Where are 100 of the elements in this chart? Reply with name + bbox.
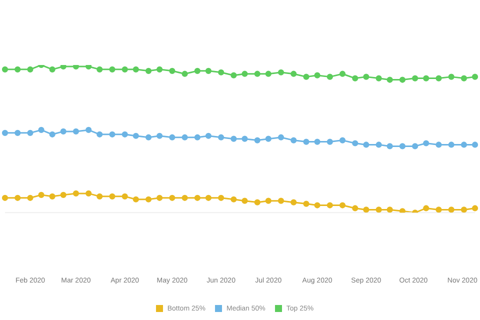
point — [278, 69, 284, 76]
point — [242, 136, 248, 142]
point — [376, 75, 382, 82]
point — [132, 196, 139, 202]
point — [72, 190, 80, 197]
point — [218, 69, 224, 76]
point — [122, 66, 128, 72]
point — [218, 134, 224, 140]
point — [2, 66, 8, 72]
point — [254, 70, 260, 77]
point — [2, 194, 8, 201]
point — [423, 140, 430, 146]
point — [96, 66, 103, 72]
point — [230, 136, 237, 142]
point — [182, 194, 188, 201]
point — [472, 205, 478, 212]
point — [205, 68, 212, 74]
point — [314, 202, 320, 208]
point — [86, 126, 92, 134]
point — [14, 66, 21, 72]
point — [448, 142, 454, 148]
point — [14, 130, 21, 136]
point — [363, 206, 370, 213]
point — [436, 206, 442, 213]
point — [86, 65, 92, 70]
point — [472, 74, 478, 80]
point — [145, 196, 152, 202]
point — [194, 134, 200, 140]
point — [423, 75, 430, 82]
point — [399, 208, 406, 213]
point — [339, 137, 346, 144]
point — [156, 194, 163, 201]
point — [205, 194, 212, 201]
point — [326, 202, 333, 208]
point — [109, 66, 116, 72]
point — [156, 66, 163, 72]
point — [27, 194, 34, 201]
point — [122, 131, 128, 138]
point — [278, 198, 284, 204]
point — [96, 131, 103, 138]
point — [290, 137, 297, 144]
point — [460, 206, 468, 213]
point — [399, 143, 406, 150]
point — [49, 66, 56, 72]
point — [448, 206, 454, 213]
point — [60, 65, 66, 70]
point — [230, 72, 237, 78]
point — [460, 142, 468, 148]
point — [86, 190, 92, 197]
point — [460, 75, 468, 82]
point — [303, 200, 310, 207]
point — [38, 126, 44, 134]
point — [278, 134, 284, 140]
point — [182, 70, 188, 77]
point — [122, 193, 128, 200]
point — [132, 66, 139, 72]
point — [290, 70, 297, 77]
point — [60, 192, 66, 198]
point — [254, 199, 260, 206]
point — [352, 205, 358, 212]
point — [326, 74, 333, 80]
point — [254, 137, 260, 144]
point — [326, 138, 333, 145]
point — [109, 131, 116, 138]
point — [96, 193, 103, 200]
point — [386, 76, 393, 83]
point — [194, 68, 200, 74]
point — [352, 140, 358, 146]
point — [386, 143, 393, 150]
point — [303, 74, 310, 80]
point — [376, 206, 382, 213]
point — [169, 68, 176, 74]
point — [265, 198, 272, 204]
point — [132, 132, 139, 139]
point — [14, 194, 21, 201]
point — [412, 75, 418, 82]
point — [303, 138, 310, 145]
point — [472, 142, 478, 148]
point — [339, 70, 346, 77]
point — [145, 68, 152, 74]
point — [182, 134, 188, 140]
point — [156, 132, 163, 139]
point — [265, 136, 272, 142]
point — [27, 130, 34, 136]
point — [314, 138, 320, 145]
point — [218, 194, 224, 201]
point — [242, 198, 248, 204]
point — [49, 193, 56, 200]
point — [290, 199, 297, 206]
point — [376, 142, 382, 148]
point — [352, 75, 358, 82]
point — [169, 134, 176, 140]
point — [314, 72, 320, 78]
point — [399, 76, 406, 83]
point — [38, 192, 44, 198]
point — [72, 128, 80, 134]
point — [448, 74, 454, 80]
point — [194, 194, 200, 201]
point — [27, 66, 34, 72]
point — [412, 143, 418, 150]
